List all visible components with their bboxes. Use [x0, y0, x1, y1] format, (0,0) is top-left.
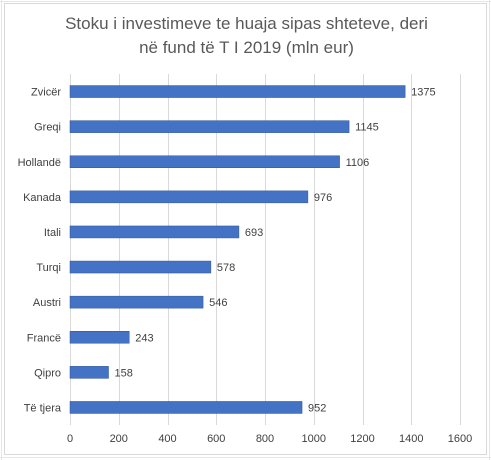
x-tick-label: 1000 [302, 433, 326, 445]
data-label: 243 [135, 332, 153, 344]
data-label: 158 [115, 367, 133, 379]
bar [69, 295, 204, 309]
bar [69, 155, 340, 168]
x-tick-label: 600 [207, 433, 225, 445]
bar [69, 85, 406, 98]
chart-title-line-1: Stoku i investimeve te huaja sipas shtet… [65, 14, 428, 33]
data-label: 952 [308, 402, 326, 414]
category-label: Turqi [36, 262, 61, 274]
chart-title: Stoku i investimeve te huaja sipas shtet… [5, 12, 488, 60]
chart-title-line-2: në fund të T I 2019 (mln eur) [139, 38, 354, 57]
category-label: Greqi [34, 122, 61, 134]
bar [69, 260, 212, 274]
bar [69, 225, 240, 239]
x-tick-label: 1400 [399, 433, 423, 445]
chart-area[interactable]: Stoku i investimeve te huaja sipas shtet… [4, 3, 487, 455]
category-label: Hollandë [18, 157, 61, 169]
data-label: 1375 [411, 87, 435, 99]
bar [69, 401, 303, 414]
x-tick-label: 800 [256, 433, 274, 445]
category-label: Zvicër [31, 87, 61, 99]
plot-area: 0 200 400 600 800 1000 1200 1400 1600 Zvicër 1375 G… [18, 74, 472, 445]
data-label: 1145 [355, 122, 379, 134]
category-label: Qipro [34, 367, 61, 379]
category-label: Austri [33, 297, 61, 309]
x-tick-label: 1200 [350, 433, 374, 445]
data-label: 1106 [346, 157, 370, 169]
category-label: Të tjera [24, 402, 62, 414]
bar [69, 366, 109, 379]
bar [69, 331, 130, 344]
data-label: 578 [217, 262, 235, 274]
data-label: 976 [314, 192, 332, 204]
category-label: Francë [27, 332, 61, 344]
x-tick-label: 200 [110, 433, 128, 445]
x-tick-label: 0 [67, 433, 73, 445]
data-label: 546 [209, 297, 227, 309]
x-tick-label: 1600 [448, 433, 472, 445]
bar [69, 120, 350, 133]
data-label: 693 [245, 227, 263, 239]
x-tick-label: 400 [158, 433, 176, 445]
category-label: Kanada [23, 192, 62, 204]
category-label: Itali [44, 227, 61, 239]
bar [69, 190, 309, 204]
